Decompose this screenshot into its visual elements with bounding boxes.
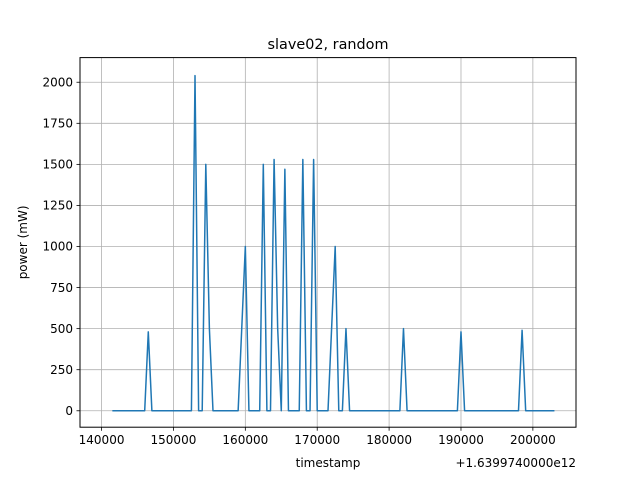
series-line xyxy=(112,74,555,412)
chart-title: slave02, random xyxy=(268,37,389,53)
plot-frame xyxy=(79,57,577,428)
x-axis-offset-label: +1.6399740000e12 xyxy=(455,456,576,470)
y-tick-label: 1000 xyxy=(42,240,73,254)
y-tick-label: 0 xyxy=(65,404,73,418)
y-tick-label: 500 xyxy=(50,322,73,336)
x-tick-label: 190000 xyxy=(438,433,484,447)
x-axis-label: timestamp xyxy=(296,456,361,470)
y-tick-label: 250 xyxy=(50,363,73,377)
x-tick-label: 180000 xyxy=(366,433,412,447)
y-tick-label: 1750 xyxy=(42,117,73,131)
y-tick-label: 750 xyxy=(50,281,73,295)
x-tick-label: 170000 xyxy=(294,433,340,447)
x-tick-label: 160000 xyxy=(222,433,268,447)
axis-ticks: 140000 150000 160000 170000 180000 190000 2000… xyxy=(42,75,555,447)
x-tick-label: 150000 xyxy=(151,433,197,447)
x-tick-label: 200000 xyxy=(510,433,556,447)
y-tick-label: 1250 xyxy=(42,199,73,213)
y-tick-label: 2000 xyxy=(42,75,73,89)
grid-lines xyxy=(80,57,576,428)
x-tick-label: 140000 xyxy=(79,433,125,447)
y-tick-label: 1500 xyxy=(42,158,73,172)
series-layer xyxy=(112,74,555,412)
y-axis-label: power (mW) xyxy=(16,205,30,279)
